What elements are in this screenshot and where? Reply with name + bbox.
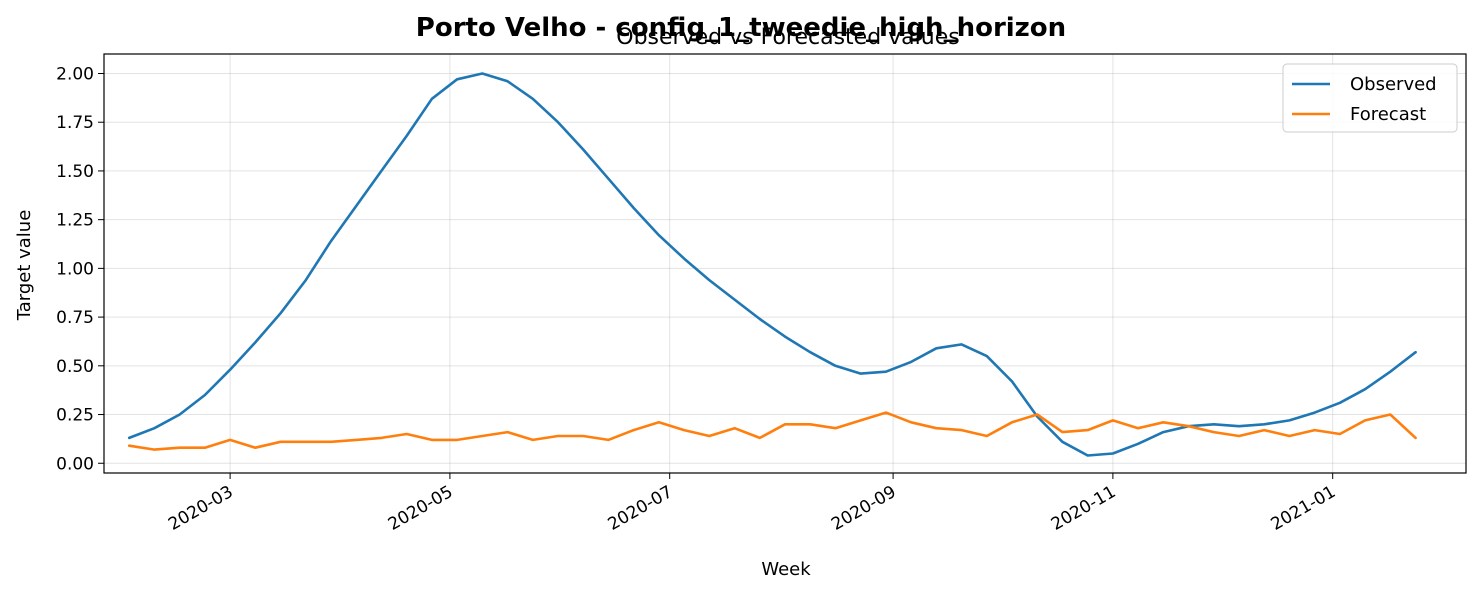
x-tick-label: 2020-05 — [385, 482, 457, 535]
series-line-observed — [127, 72, 1417, 457]
grid-lines — [104, 54, 1466, 473]
legend-label-forecast: Forecast — [1350, 104, 1426, 125]
y-tick-label: 1.00 — [56, 259, 94, 279]
series-line-forecast — [127, 411, 1417, 451]
legend: Observed Forecast — [1282, 63, 1458, 133]
y-tick-label: 2.00 — [56, 64, 94, 84]
x-axis-label: Week — [761, 559, 811, 580]
axis-ticks: 0.00 0.25 0.50 0.75 1.00 1.25 1.50 1.75 2.00 2020… — [56, 64, 1339, 534]
x-tick-label: 2020-09 — [828, 482, 900, 535]
chart-subtitle: Observed vs Forecasted values — [616, 25, 959, 50]
y-axis-label: Target value — [14, 210, 35, 322]
y-tick-label: 0.75 — [56, 308, 94, 328]
x-tick-label: 2020-11 — [1048, 482, 1120, 535]
y-tick-label: 1.25 — [56, 211, 94, 231]
y-tick-label: 0.50 — [56, 357, 94, 377]
legend-label-observed: Observed — [1350, 74, 1437, 95]
y-tick-label: 0.00 — [56, 454, 94, 474]
y-tick-label: 1.50 — [56, 162, 94, 182]
y-tick-label: 1.75 — [56, 113, 94, 133]
series-lines — [127, 72, 1417, 457]
chart-title: Porto Velho - config_1_tweedie_high_hori… — [416, 13, 1066, 43]
x-tick-label: 2020-03 — [165, 482, 237, 535]
x-tick-label: 2021-01 — [1268, 482, 1340, 535]
x-tick-label: 2020-07 — [605, 482, 677, 535]
y-tick-label: 0.25 — [56, 406, 94, 426]
plot-frame — [103, 53, 1467, 474]
